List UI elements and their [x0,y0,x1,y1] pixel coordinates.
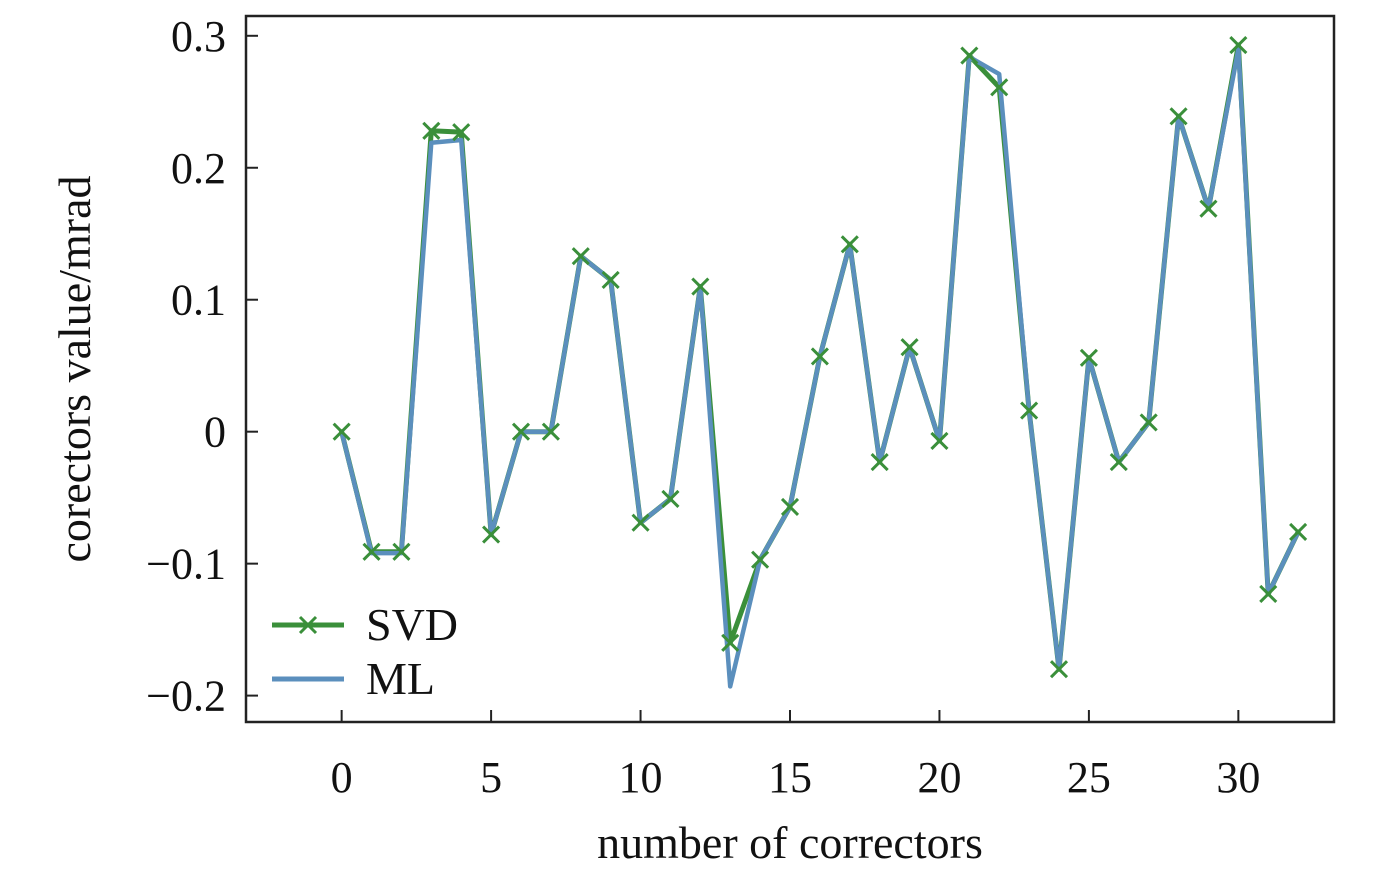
svd-point-marker [780,497,800,516]
svd-point-marker [721,633,740,652]
x-tick-label: 20 [917,753,961,802]
svd-point-marker [362,542,381,561]
svd-point-marker [1169,107,1188,126]
svd-point-marker [601,270,620,289]
plot-frame [244,14,1336,724]
svd-point-marker [571,247,590,266]
y-tick-label: 0.1 [171,276,226,325]
x-tick-label: 25 [1067,753,1111,802]
svd-point-marker [810,347,829,366]
svd-point-marker [1049,660,1069,679]
svd-point-marker [930,431,949,450]
y-axis-title: corectors value/mrad [49,176,100,563]
x-tick-label: 15 [768,753,812,802]
y-tick-label: −0.2 [146,672,226,721]
legend-label-svd: SVD [366,599,458,650]
legend-entry-svd: SVD [272,599,458,650]
legend-entry-ml: ML [272,653,435,704]
svd-point-marker [990,78,1009,97]
svd-point-marker [631,513,650,532]
svd-point-marker [392,542,411,561]
svd-point-marker [840,235,859,254]
x-axis-title: number of correctors [597,817,983,868]
svd-point-marker [482,525,501,544]
svd-point-marker [1079,348,1098,367]
x-tick-label: 5 [480,753,502,802]
svd-point-marker [541,422,560,441]
svd-point-marker [511,422,531,441]
svd-point-marker [1229,35,1248,55]
y-tick-label: 0.2 [171,144,226,193]
series-line-ml [339,46,1301,689]
svd-point-marker [900,338,919,357]
x-tick-label: 30 [1216,753,1260,802]
legend: SVD ML [272,599,458,704]
svd-point-marker [422,121,441,140]
svd-point-marker [1199,199,1218,218]
y-tick-label: 0 [204,408,226,457]
legend-marker-svd [298,615,318,635]
series-layer [332,35,1308,689]
svd-point-marker [1020,401,1039,420]
svd-point-marker [1259,584,1278,604]
svd-point-marker [1109,452,1128,472]
svd-point-marker [332,422,351,441]
svd-point-marker [691,277,710,296]
svd-point-marker [661,489,680,509]
y-tick-label: 0.3 [171,12,226,61]
svd-point-marker [452,123,471,142]
y-tick-label: −0.1 [146,540,226,589]
svd-point-marker [870,452,889,472]
x-tick-label: 0 [331,753,353,802]
axis-ticks: 0 5 10 15 20 25 30 −0.2 −0.1 0 0.1 0.2 0.3 [146,12,1260,802]
svd-point-marker [1139,413,1158,432]
legend-label-ml: ML [366,653,435,704]
svd-point-marker [960,46,979,65]
svd-point-marker [1289,522,1308,542]
x-tick-label: 10 [619,753,663,802]
svd-point-marker [751,550,770,569]
